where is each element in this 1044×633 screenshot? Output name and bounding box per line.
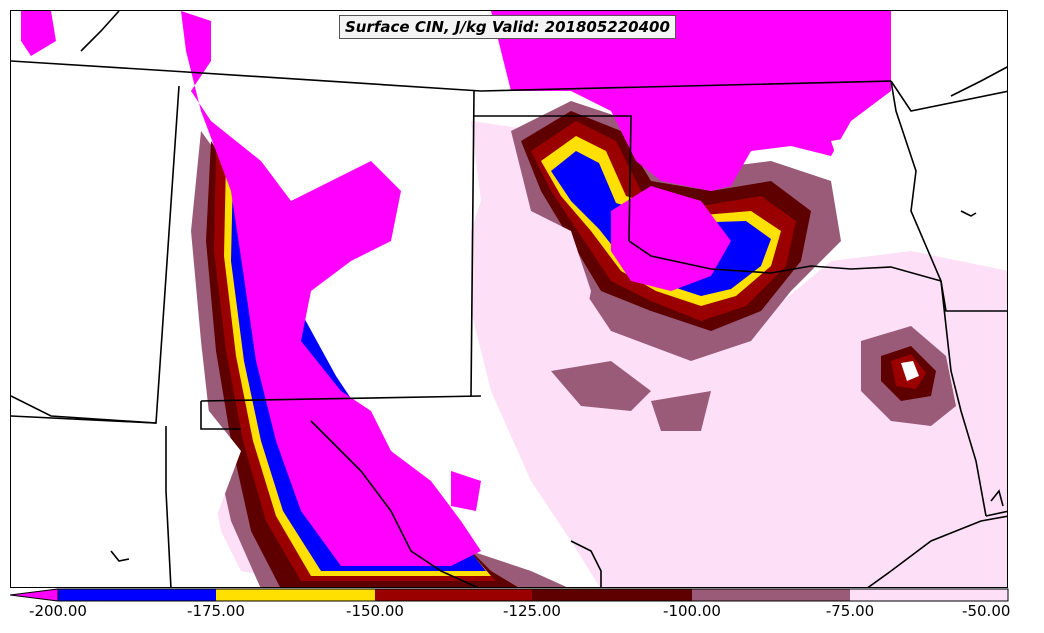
colorbar-bin-5 bbox=[692, 589, 850, 601]
colorbar-tick-label: -150.00 bbox=[346, 602, 404, 620]
colorbar-tick-label: -75.00 bbox=[825, 602, 875, 620]
colorbar-bin-1 bbox=[58, 589, 216, 601]
colorbar-tick-label: -125.00 bbox=[503, 602, 561, 620]
colorbar-under-triangle bbox=[10, 588, 59, 602]
colorbar-tick-label: -200.00 bbox=[29, 602, 87, 620]
colorbar-tick-label: -175.00 bbox=[187, 602, 245, 620]
clear-areas bbox=[11, 61, 1007, 587]
colorbar-bin-3 bbox=[375, 589, 532, 601]
map-panel bbox=[10, 10, 1008, 588]
colorbar-bin-6 bbox=[850, 589, 1008, 601]
colorbar bbox=[10, 588, 1009, 602]
magenta-field bbox=[21, 11, 891, 566]
map-title: Surface CIN, J/kg Valid: 201805220400 bbox=[339, 15, 676, 39]
colorbar-tick-label: -100.00 bbox=[663, 602, 721, 620]
boundaries bbox=[11, 11, 1007, 587]
colorbar-tick-label: -50.00 bbox=[962, 602, 1011, 620]
colorbar-bin-2 bbox=[216, 589, 375, 601]
colorbar-bin-4 bbox=[532, 589, 692, 601]
colorbar-outline bbox=[57, 588, 1009, 602]
cin-map bbox=[11, 11, 1007, 587]
